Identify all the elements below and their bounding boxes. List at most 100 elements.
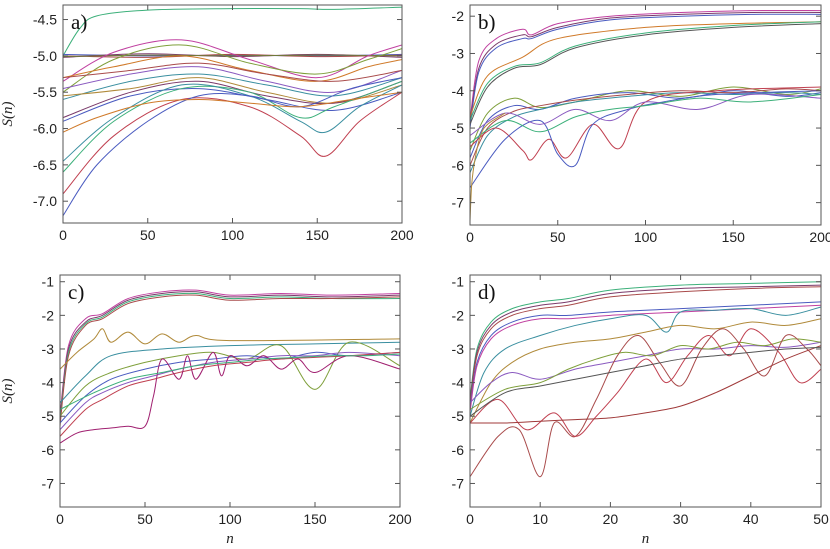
series-group bbox=[63, 6, 402, 217]
series-line-s3 bbox=[470, 13, 821, 129]
x-tick-label: 0 bbox=[466, 511, 474, 527]
y-tick-label: -4 bbox=[452, 375, 465, 391]
series-line-s13 bbox=[470, 346, 821, 417]
series-line-s11 bbox=[60, 351, 400, 444]
series-line-s1 bbox=[470, 281, 821, 400]
panel-label: b) bbox=[478, 10, 496, 34]
series-line-s6 bbox=[63, 39, 402, 82]
series-line-s4 bbox=[470, 21, 821, 118]
panel-label: a) bbox=[71, 10, 87, 34]
x-tick-label: 10 bbox=[532, 511, 548, 527]
y-tick-label: -4 bbox=[452, 83, 465, 99]
series-line-s1 bbox=[63, 6, 402, 57]
y-tick-label: -6.5 bbox=[33, 157, 57, 173]
y-tick-label: -4.5 bbox=[33, 12, 57, 28]
y-tick-label: -5 bbox=[42, 408, 55, 424]
x-tick-label: 0 bbox=[466, 229, 474, 245]
x-tick-label: 50 bbox=[137, 511, 153, 527]
x-axis-label: n bbox=[642, 531, 650, 547]
series-line-s5 bbox=[60, 328, 400, 370]
y-tick-label: -2 bbox=[452, 8, 465, 24]
series-line-s1 bbox=[60, 289, 400, 417]
y-tick-label: -6 bbox=[452, 442, 465, 458]
series-group bbox=[470, 281, 821, 478]
series-line-s13 bbox=[470, 93, 821, 136]
y-tick-label: -4 bbox=[42, 375, 55, 391]
x-tick-label: 100 bbox=[218, 511, 242, 527]
panel-d: 0 10 20 30 40 50 -7 -6 -5 -4 -3 -2 -1 d) n bbox=[452, 274, 829, 547]
panel-label: c) bbox=[68, 280, 84, 304]
series-line-s12 bbox=[470, 90, 821, 189]
y-tick-label: -7.0 bbox=[33, 193, 57, 209]
series-line-s8 bbox=[470, 341, 821, 404]
series-line-s9 bbox=[470, 338, 821, 410]
x-tick-label: 0 bbox=[56, 511, 64, 527]
series-line-s10 bbox=[60, 351, 400, 437]
y-tick-label: -2 bbox=[42, 307, 55, 323]
panel-label: d) bbox=[478, 280, 496, 304]
series-line-s12 bbox=[63, 87, 402, 122]
y-tick-label: -5.0 bbox=[33, 48, 57, 64]
series-line-s12 bbox=[470, 345, 821, 424]
series-line-s6 bbox=[470, 306, 821, 417]
y-tick-label: -6 bbox=[452, 157, 465, 173]
series-line-s2 bbox=[470, 11, 821, 125]
series-line-s4 bbox=[470, 301, 821, 410]
series-line-s18 bbox=[63, 91, 402, 133]
series-line-s9 bbox=[470, 88, 821, 166]
x-tick-label: 200 bbox=[388, 511, 412, 527]
panel-a: 0 50 100 150 200 -7.0 -6.5 -6.0 -5.5 -5.0 -4.5 a) S(… bbox=[0, 4, 414, 243]
x-tick-label: 200 bbox=[809, 229, 830, 245]
x-tick-label: 150 bbox=[303, 511, 327, 527]
x-tick-label: 150 bbox=[306, 227, 330, 243]
series-line-s7 bbox=[470, 318, 821, 424]
y-tick-label: -6.0 bbox=[33, 121, 57, 137]
x-tick-label: 150 bbox=[722, 229, 746, 245]
x-tick-label: 40 bbox=[743, 511, 759, 527]
y-tick-label: -1 bbox=[42, 274, 55, 290]
series-line-s14 bbox=[63, 80, 402, 173]
series-line-s10 bbox=[470, 92, 821, 174]
series-line-s11 bbox=[470, 86, 821, 161]
plot-frame bbox=[469, 4, 822, 226]
y-axis-label: S(n) bbox=[0, 379, 16, 404]
series-line-s16 bbox=[63, 91, 402, 195]
plot-frame bbox=[62, 4, 403, 224]
series-line-s4 bbox=[60, 294, 400, 427]
x-axis-label: n bbox=[226, 531, 234, 547]
series-line-s5 bbox=[63, 54, 402, 58]
y-tick-label: -3 bbox=[452, 45, 465, 61]
x-tick-label: 30 bbox=[673, 511, 689, 527]
series-line-s10 bbox=[470, 328, 821, 478]
series-group bbox=[470, 9, 821, 222]
y-axis-label: S(n) bbox=[0, 102, 16, 127]
y-tick-label: -6 bbox=[42, 442, 55, 458]
x-tick-label: 50 bbox=[813, 511, 829, 527]
series-line-s6 bbox=[60, 341, 400, 404]
series-line-s17 bbox=[63, 77, 402, 217]
panel-b: 0 50 100 150 200 -7 -6 -5 -4 -3 -2 b) bbox=[452, 4, 830, 245]
series-line-s3 bbox=[60, 292, 400, 423]
y-tick-label: -7 bbox=[452, 475, 465, 491]
series-line-s10 bbox=[63, 66, 402, 93]
series-line-s13 bbox=[63, 80, 402, 119]
series-line-s12 bbox=[60, 353, 400, 410]
y-tick-label: -3 bbox=[42, 341, 55, 357]
series-line-s15 bbox=[63, 83, 402, 162]
y-tick-label: -7 bbox=[42, 475, 55, 491]
series-line-s1 bbox=[470, 9, 821, 121]
x-tick-label: 200 bbox=[390, 227, 414, 243]
panel-c: 0 50 100 150 200 -7 -6 -5 -4 -3 -2 -1 c) S(n) n bbox=[0, 274, 412, 547]
series-line-s8 bbox=[63, 55, 402, 82]
series-line-s3 bbox=[470, 286, 821, 407]
x-tick-label: 100 bbox=[634, 229, 658, 245]
plot-frame bbox=[469, 274, 822, 508]
y-tick-label: -5.5 bbox=[33, 84, 57, 100]
series-group bbox=[60, 289, 400, 444]
series-line-s2 bbox=[470, 284, 821, 403]
series-line-s8 bbox=[60, 351, 400, 424]
series-line-s7 bbox=[63, 44, 402, 93]
x-tick-label: 0 bbox=[59, 227, 67, 243]
y-tick-label: -2 bbox=[452, 307, 465, 323]
